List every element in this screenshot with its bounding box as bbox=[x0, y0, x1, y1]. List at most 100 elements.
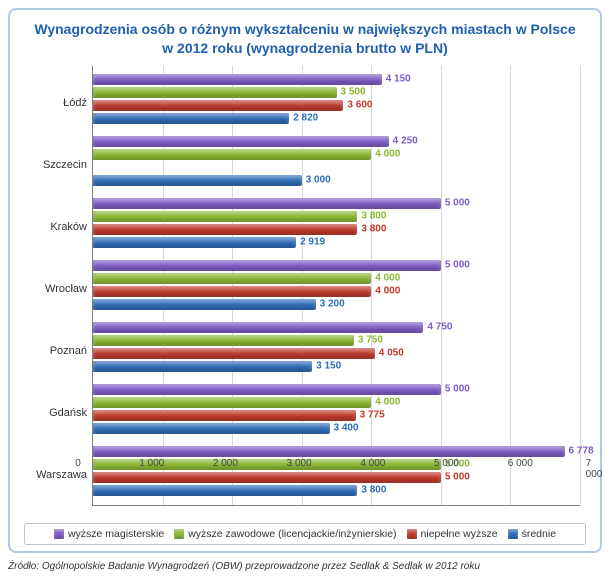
bar-value-label: 2 919 bbox=[296, 237, 325, 248]
bar-row: 6 778 bbox=[93, 446, 580, 457]
city-label: Szczecin bbox=[27, 159, 93, 171]
bar-value-label: 3 800 bbox=[357, 211, 386, 222]
bar-row: 3 800 bbox=[93, 485, 580, 496]
bar-niepelne: 5 000 bbox=[93, 472, 441, 483]
bar-magister: 4 250 bbox=[93, 136, 389, 147]
city-group: Szczecin4 2504 0003 000 bbox=[93, 136, 580, 194]
city-label: Gdańsk bbox=[27, 407, 93, 419]
bar-value-label: 6 778 bbox=[565, 446, 594, 457]
bar-value-label: 3 000 bbox=[302, 175, 331, 186]
bar-magister: 6 778 bbox=[93, 446, 565, 457]
bar-row: 4 250 bbox=[93, 136, 580, 147]
bar-magister: 4 750 bbox=[93, 322, 423, 333]
chart-container: Wynagrodzenia osób o różnym wykształceni… bbox=[8, 8, 602, 553]
bar-row: 3 150 bbox=[93, 361, 580, 372]
bar-value-label: 5 000 bbox=[441, 260, 470, 271]
bar-row bbox=[93, 162, 580, 173]
bar-magister: 5 000 bbox=[93, 260, 441, 271]
bar-srednie: 3 000 bbox=[93, 175, 302, 186]
source-citation: Źródło: Ogólnopolskie Badanie Wynagrodze… bbox=[8, 561, 602, 572]
bar-row: 4 050 bbox=[93, 348, 580, 359]
bar-value-label: 4 000 bbox=[371, 397, 400, 408]
city-label: Kraków bbox=[27, 221, 93, 233]
bar-row: 5 000 bbox=[93, 260, 580, 271]
x-tick-label: 1 000 bbox=[139, 458, 164, 469]
legend-item: średnie bbox=[508, 528, 556, 540]
bar-row: 3 600 bbox=[93, 100, 580, 111]
x-axis-ticks: 01 0002 0003 0004 0005 0006 0007 000 bbox=[78, 458, 594, 472]
bar-row: 4 000 bbox=[93, 286, 580, 297]
legend-label: średnie bbox=[522, 528, 556, 540]
city-group: Wrocław5 0004 0004 0003 200 bbox=[93, 260, 580, 318]
bar-srednie: 3 400 bbox=[93, 423, 330, 434]
bar-srednie: 2 820 bbox=[93, 113, 289, 124]
bar-value-label: 5 000 bbox=[441, 384, 470, 395]
legend: wyższe magisterskie wyższe zawodowe (lice… bbox=[24, 523, 586, 545]
bar-row: 5 000 bbox=[93, 198, 580, 209]
bar-value-label: 3 500 bbox=[337, 87, 366, 98]
bar-magister: 5 000 bbox=[93, 384, 441, 395]
bar-row: 4 000 bbox=[93, 397, 580, 408]
x-tick-label: 4 000 bbox=[360, 458, 385, 469]
plot-area: Łódź4 1503 5003 6002 820Szczecin4 2504 0… bbox=[92, 66, 580, 506]
bar-row: 3 200 bbox=[93, 299, 580, 310]
bar-row: 4 150 bbox=[93, 74, 580, 85]
bar-value-label: 4 000 bbox=[371, 149, 400, 160]
bar-value-label: 3 800 bbox=[357, 224, 386, 235]
bar-value-label: 5 000 bbox=[441, 472, 470, 483]
bar-zawodowe: 3 500 bbox=[93, 87, 337, 98]
bar-niepelne: 3 775 bbox=[93, 410, 356, 421]
bar-row: 3 800 bbox=[93, 224, 580, 235]
bar-magister: 5 000 bbox=[93, 198, 441, 209]
bar-niepelne: 3 800 bbox=[93, 224, 357, 235]
city-label: Poznań bbox=[27, 345, 93, 357]
bar-zawodowe: 3 750 bbox=[93, 335, 354, 346]
bar-value-label: 4 150 bbox=[382, 74, 411, 85]
legend-swatch bbox=[508, 529, 518, 539]
bar-value-label: 2 820 bbox=[289, 113, 318, 124]
bar-row: 2 919 bbox=[93, 237, 580, 248]
bar-row: 5 000 bbox=[93, 384, 580, 395]
x-tick-label: 2 000 bbox=[213, 458, 238, 469]
bar-value-label: 3 200 bbox=[316, 299, 345, 310]
bar-row: 3 750 bbox=[93, 335, 580, 346]
bar-srednie: 3 150 bbox=[93, 361, 312, 372]
bar-srednie: 3 200 bbox=[93, 299, 316, 310]
x-tick-label: 7 000 bbox=[586, 458, 603, 480]
legend-swatch bbox=[174, 529, 184, 539]
bar-value-label: 5 000 bbox=[441, 198, 470, 209]
bar-row: 3 500 bbox=[93, 87, 580, 98]
bar-niepelne: 3 600 bbox=[93, 100, 343, 111]
title-line-1: Wynagrodzenia osób o różnym wykształceni… bbox=[34, 21, 575, 37]
bar-row: 3 400 bbox=[93, 423, 580, 434]
city-label: Wrocław bbox=[27, 283, 93, 295]
bar-value-label: 4 000 bbox=[371, 286, 400, 297]
bar-srednie: 2 919 bbox=[93, 237, 296, 248]
legend-label: wyższe zawodowe (licencjackie/inżyniersk… bbox=[188, 528, 396, 540]
city-group: Poznań4 7503 7504 0503 150 bbox=[93, 322, 580, 380]
legend-label: wyższe magisterskie bbox=[68, 528, 164, 540]
legend-swatch bbox=[407, 529, 417, 539]
legend-item: niepełne wyższe bbox=[407, 528, 498, 540]
x-tick-label: 0 bbox=[75, 458, 81, 469]
bar-value-label: 3 750 bbox=[354, 335, 383, 346]
chart-title: Wynagrodzenia osób o różnym wykształceni… bbox=[24, 20, 586, 58]
bar-value-label: 4 050 bbox=[375, 348, 404, 359]
bar-zawodowe: 4 000 bbox=[93, 149, 371, 160]
bar-value-label: 4 750 bbox=[423, 322, 452, 333]
legend-swatch bbox=[54, 529, 64, 539]
bar-magister: 4 150 bbox=[93, 74, 382, 85]
bar-value-label: 3 775 bbox=[356, 410, 385, 421]
bar-zawodowe: 4 000 bbox=[93, 397, 371, 408]
legend-label: niepełne wyższe bbox=[421, 528, 498, 540]
city-group: Kraków5 0003 8003 8002 919 bbox=[93, 198, 580, 256]
bar-value-label: 3 800 bbox=[357, 485, 386, 496]
x-tick-label: 5 000 bbox=[434, 458, 459, 469]
bar-row: 3 775 bbox=[93, 410, 580, 421]
bar-niepelne: 4 000 bbox=[93, 286, 371, 297]
legend-item: wyższe zawodowe (licencjackie/inżyniersk… bbox=[174, 528, 396, 540]
bar-srednie: 3 800 bbox=[93, 485, 357, 496]
x-tick-label: 3 000 bbox=[287, 458, 312, 469]
bar-value-label: 3 600 bbox=[343, 100, 372, 111]
bar-row: 5 000 bbox=[93, 472, 580, 483]
